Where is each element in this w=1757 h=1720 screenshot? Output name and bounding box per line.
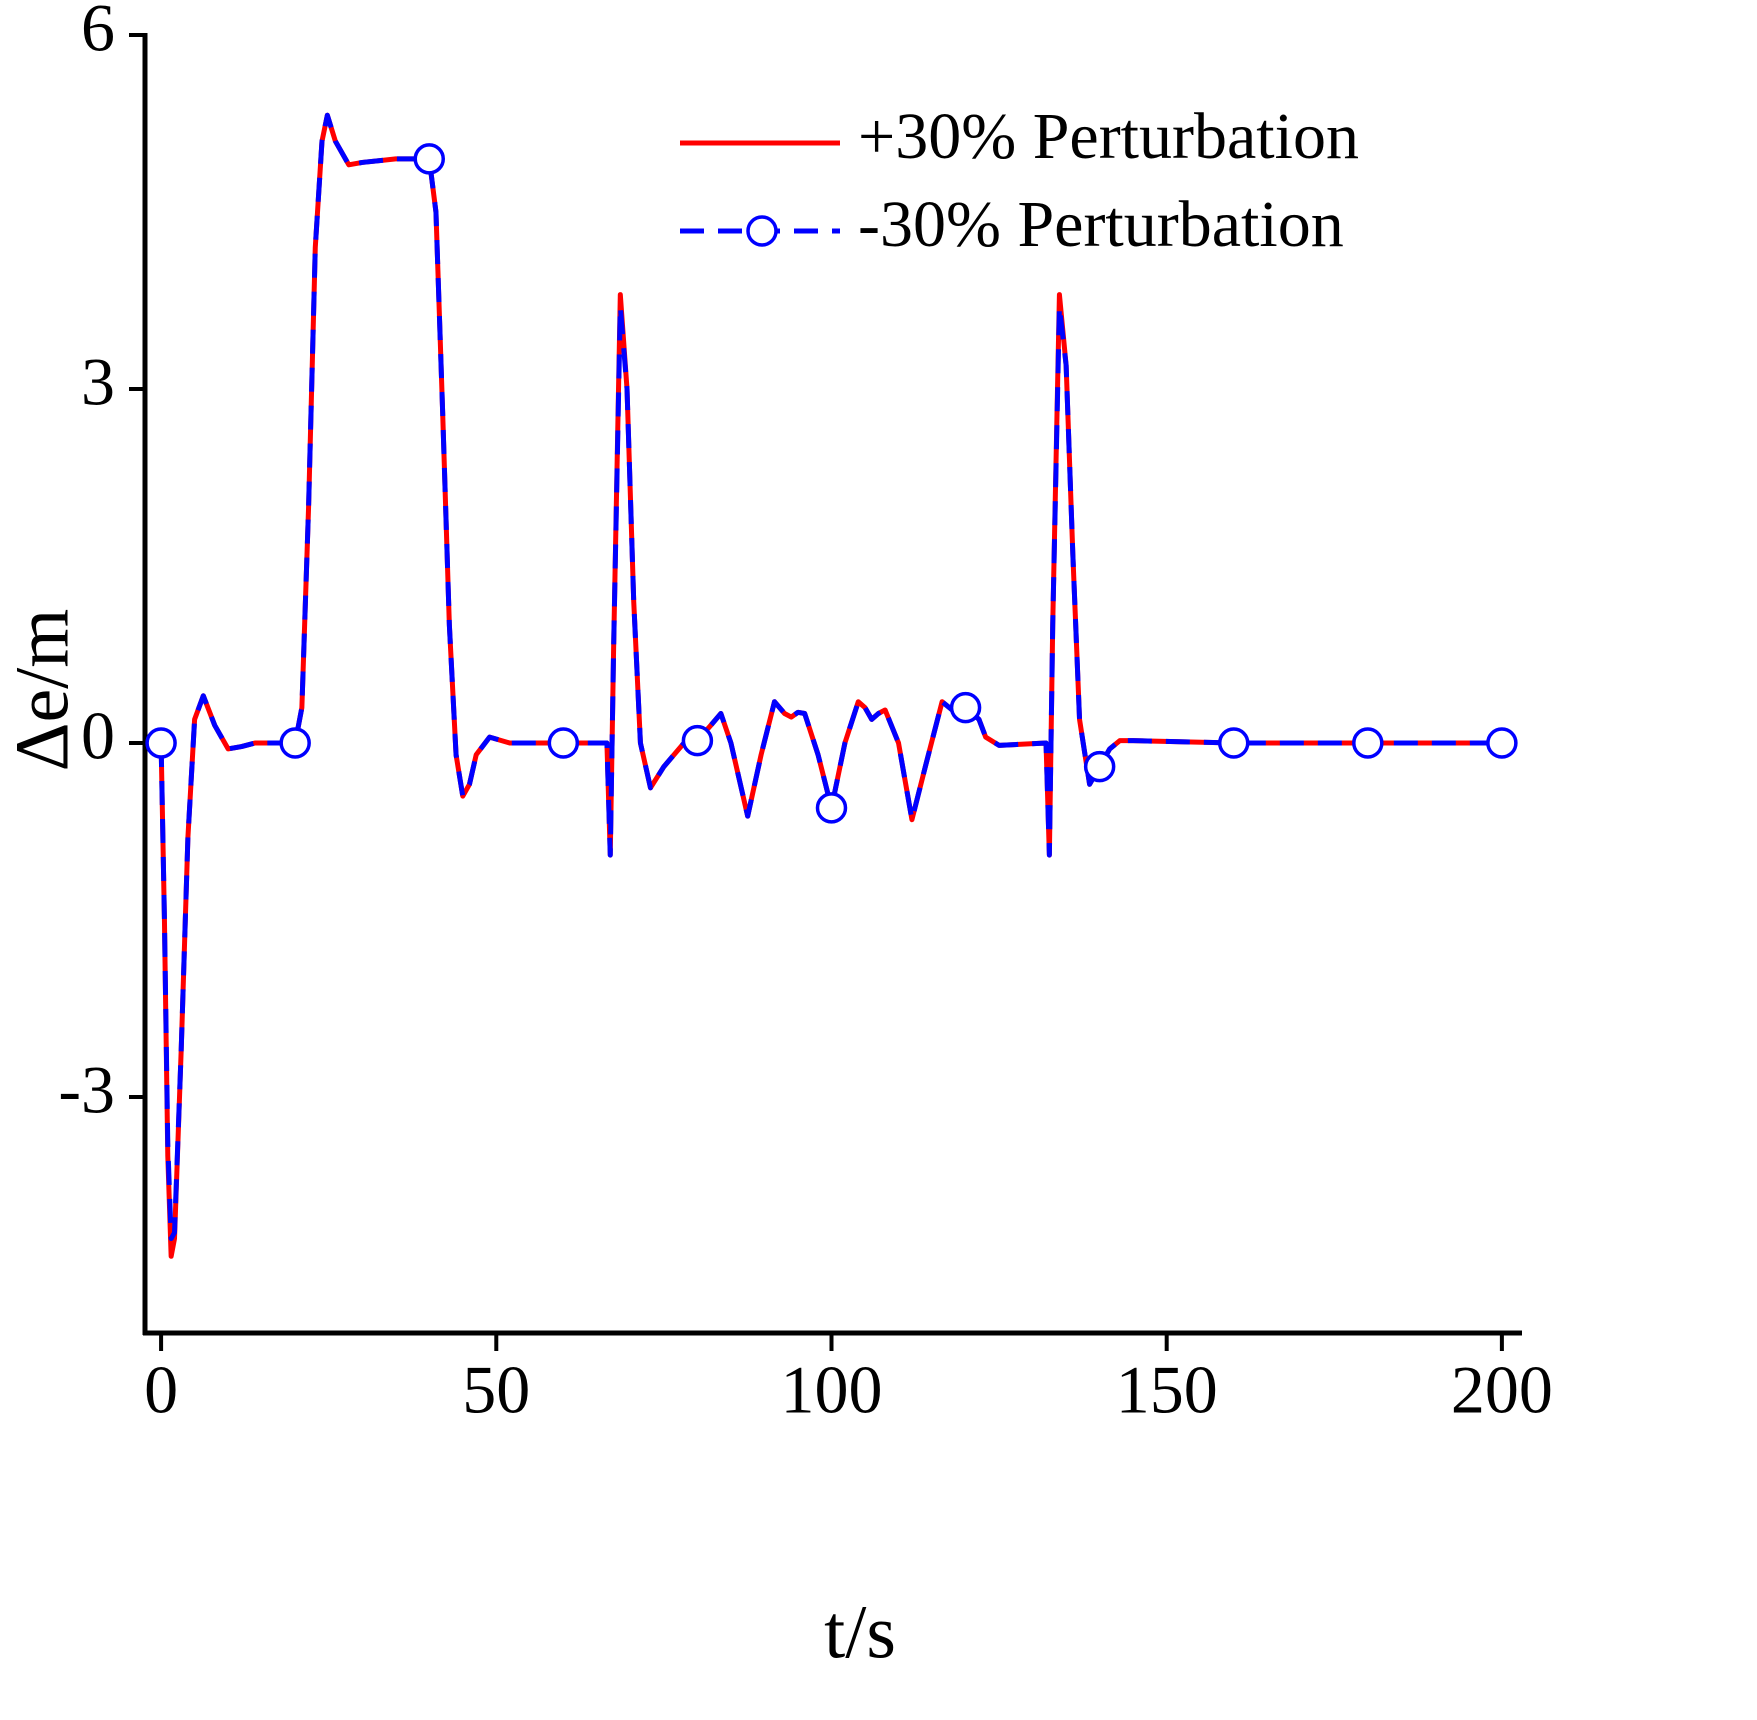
y-tick-label: -3 <box>58 1052 115 1128</box>
series-line <box>158 112 1502 1242</box>
series-marker <box>815 792 848 824</box>
y-axis-label: Δe/m <box>0 609 84 772</box>
y-tick-label: 6 <box>81 0 115 66</box>
x-axis-label: t/s <box>824 1590 896 1674</box>
x-tick-label: 150 <box>1116 1352 1218 1428</box>
series-marker <box>547 727 580 759</box>
series-marker <box>279 727 311 759</box>
series-marker <box>949 691 982 724</box>
series-marker <box>681 724 714 757</box>
series-marker <box>145 727 177 759</box>
x-tick-label: 100 <box>780 1352 882 1428</box>
legend-label: +30% Perturbation <box>858 100 1359 173</box>
series-line <box>158 112 1502 1259</box>
y-tick-label: 0 <box>81 698 115 774</box>
series-marker <box>1486 727 1518 759</box>
series-marker <box>413 143 445 175</box>
series-marker <box>1083 750 1116 783</box>
x-tick-label: 0 <box>144 1352 178 1428</box>
x-tick-label: 200 <box>1451 1352 1553 1428</box>
series-marker <box>1217 727 1250 759</box>
x-tick-label: 50 <box>462 1352 530 1428</box>
series-marker <box>1352 727 1384 759</box>
legend-marker <box>746 215 778 247</box>
y-tick-label: 3 <box>81 344 115 420</box>
legend-label: -30% Perturbation <box>858 188 1344 261</box>
